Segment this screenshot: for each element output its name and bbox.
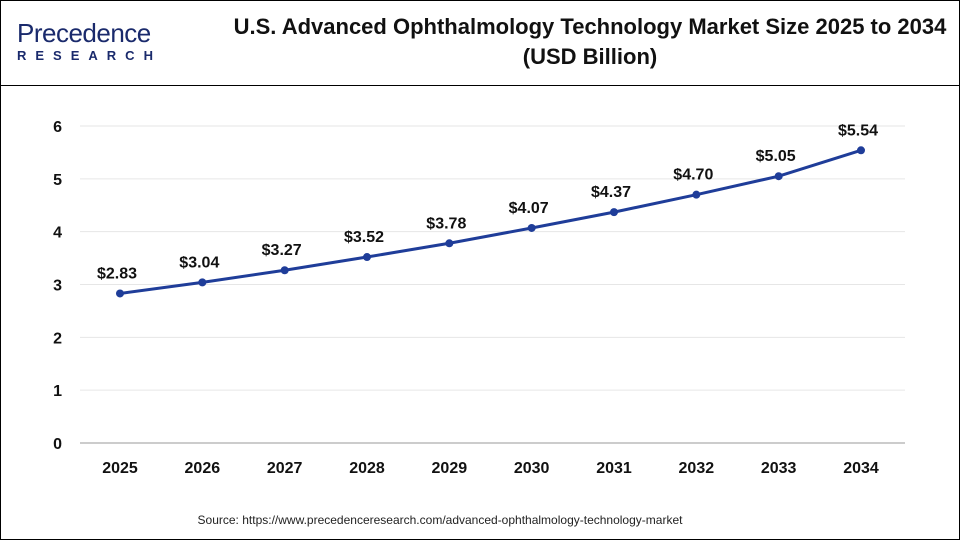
x-tick-label: 2033 (761, 460, 797, 477)
title-line-1: U.S. Advanced Ophthalmology Technology M… (233, 14, 947, 39)
data-label: $4.07 (509, 200, 549, 217)
data-point (363, 253, 371, 262)
x-tick-label: 2027 (267, 460, 303, 477)
chart-title: U.S. Advanced Ophthalmology Technology M… (230, 12, 950, 72)
data-label: $5.05 (756, 148, 796, 165)
x-tick-label: 2030 (514, 460, 550, 477)
data-label: $3.78 (426, 215, 466, 232)
x-tick-label: 2029 (432, 460, 468, 477)
data-label: $2.83 (97, 265, 137, 282)
y-tick-label: 2 (53, 330, 62, 347)
data-point (774, 172, 783, 181)
y-tick-label: 6 (53, 119, 62, 136)
data-label: $5.54 (838, 122, 878, 139)
header-divider (0, 85, 960, 86)
data-point (198, 278, 207, 287)
y-tick-label: 0 (53, 436, 62, 453)
y-tick-label: 3 (53, 278, 62, 295)
data-point (610, 208, 618, 217)
data-point (692, 190, 701, 199)
y-tick-label: 1 (53, 383, 62, 400)
data-label: $3.27 (262, 242, 302, 259)
y-tick-label: 4 (53, 225, 62, 242)
source-note: Source: https://www.precedenceresearch.c… (197, 513, 683, 527)
data-point (445, 239, 454, 248)
data-label: $3.04 (179, 254, 219, 271)
x-tick-label: 2026 (185, 460, 221, 477)
title-line-2: (USD Billion) (522, 44, 658, 69)
x-tick-label: 2028 (349, 460, 385, 477)
data-point (116, 289, 124, 298)
data-label: $3.52 (344, 229, 384, 246)
y-tick-label: 5 (53, 172, 62, 189)
x-tick-label: 2032 (679, 460, 715, 477)
logo-text: Precedence (17, 18, 151, 48)
series-line (119, 148, 862, 295)
data-point (527, 223, 536, 232)
logo: Precedence RESEARCH (17, 20, 162, 63)
data-point (280, 266, 289, 275)
data-point (857, 146, 865, 155)
data-label: $4.70 (673, 167, 713, 184)
data-label: $4.37 (591, 184, 631, 201)
x-tick-label: 2034 (843, 460, 879, 477)
x-tick-label: 2031 (596, 460, 632, 477)
logo-subtext: RESEARCH (17, 48, 162, 63)
x-tick-label: 2025 (102, 460, 138, 477)
